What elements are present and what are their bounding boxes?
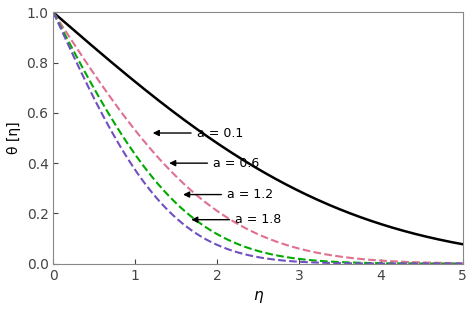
Text: a = 0.6: a = 0.6 bbox=[171, 157, 259, 170]
X-axis label: η: η bbox=[253, 288, 263, 303]
Text: a = 1.2: a = 1.2 bbox=[184, 188, 273, 201]
Text: a = 0.1: a = 0.1 bbox=[155, 126, 243, 140]
Text: a = 1.8: a = 1.8 bbox=[193, 213, 282, 226]
Y-axis label: θ [η]: θ [η] bbox=[7, 122, 21, 154]
